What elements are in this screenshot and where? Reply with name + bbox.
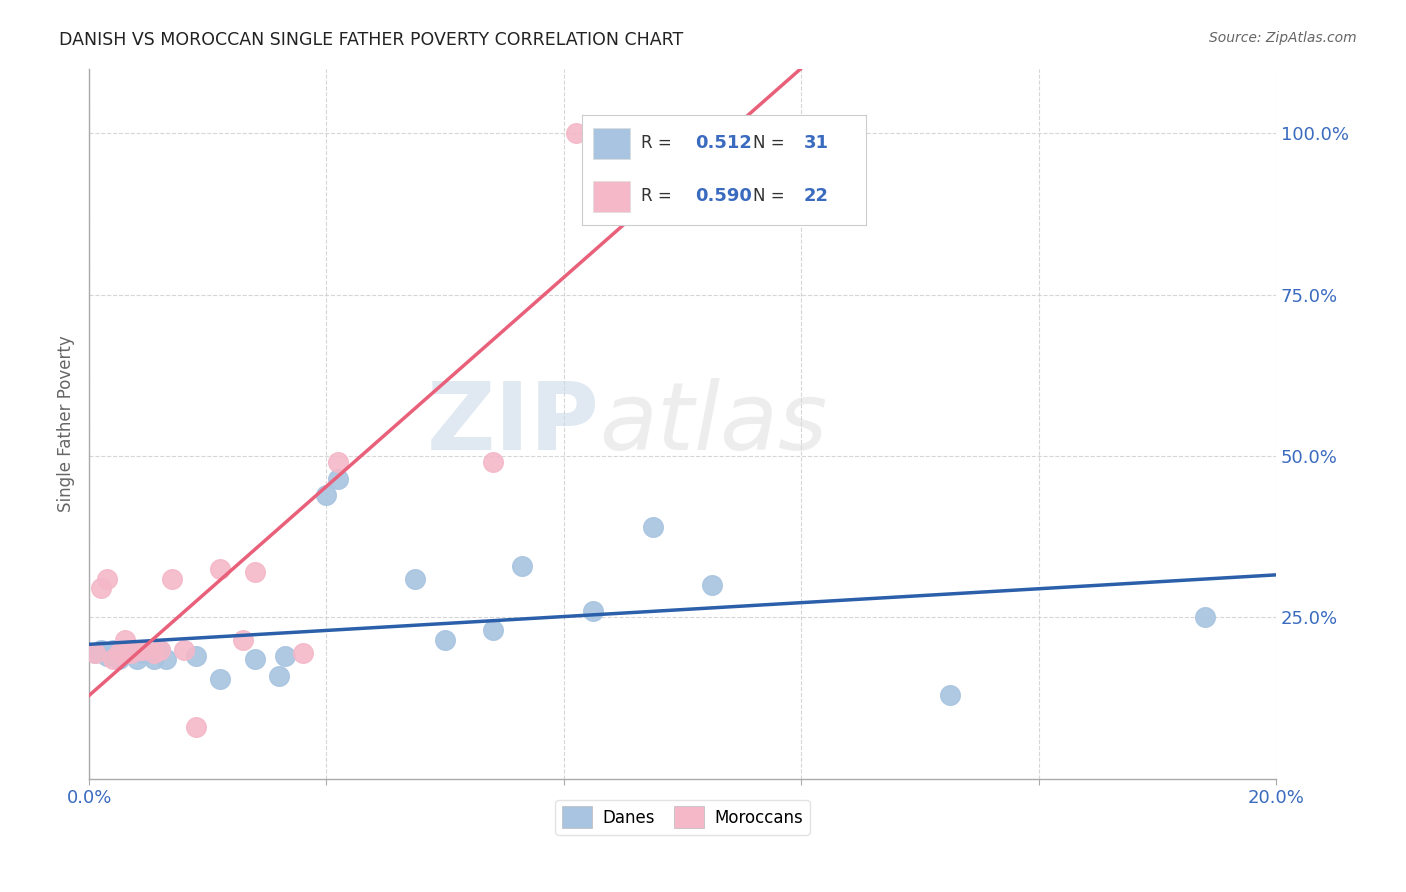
Point bbox=[184, 720, 207, 734]
Point bbox=[245, 566, 267, 580]
Point bbox=[641, 520, 664, 534]
Point bbox=[107, 646, 129, 660]
Point bbox=[90, 582, 112, 596]
Point bbox=[125, 642, 148, 657]
Point bbox=[291, 646, 314, 660]
Point bbox=[328, 472, 350, 486]
Point bbox=[232, 633, 254, 648]
Point bbox=[267, 668, 290, 682]
Point bbox=[315, 488, 337, 502]
Text: Source: ZipAtlas.com: Source: ZipAtlas.com bbox=[1209, 31, 1357, 45]
Legend: Danes, Moroccans: Danes, Moroccans bbox=[555, 800, 810, 835]
Point bbox=[702, 578, 724, 592]
Point bbox=[101, 642, 124, 657]
Point bbox=[245, 652, 267, 666]
Point bbox=[143, 652, 166, 666]
Point bbox=[143, 646, 166, 660]
Point bbox=[404, 572, 426, 586]
Text: ZIP: ZIP bbox=[426, 377, 599, 470]
Y-axis label: Single Father Poverty: Single Father Poverty bbox=[58, 335, 75, 512]
Point bbox=[208, 672, 231, 686]
Point bbox=[149, 642, 172, 657]
Point bbox=[641, 126, 664, 140]
Point bbox=[131, 642, 153, 657]
Point bbox=[149, 642, 172, 657]
Text: atlas: atlas bbox=[599, 378, 828, 469]
Point bbox=[1194, 610, 1216, 624]
Point bbox=[938, 688, 960, 702]
Point bbox=[101, 652, 124, 666]
Point bbox=[510, 558, 533, 573]
Point bbox=[328, 455, 350, 469]
Point bbox=[114, 633, 136, 648]
Point bbox=[160, 572, 183, 586]
Point bbox=[274, 649, 297, 664]
Point bbox=[582, 604, 605, 618]
Point bbox=[184, 649, 207, 664]
Point bbox=[84, 646, 107, 660]
Text: DANISH VS MOROCCAN SINGLE FATHER POVERTY CORRELATION CHART: DANISH VS MOROCCAN SINGLE FATHER POVERTY… bbox=[59, 31, 683, 49]
Point bbox=[96, 649, 118, 664]
Point bbox=[131, 646, 153, 660]
Point bbox=[564, 126, 586, 140]
Point bbox=[101, 646, 124, 660]
Point bbox=[173, 642, 195, 657]
Point bbox=[155, 652, 177, 666]
Point bbox=[96, 572, 118, 586]
Point bbox=[125, 652, 148, 666]
Point bbox=[107, 652, 129, 666]
Point bbox=[481, 455, 503, 469]
Point bbox=[107, 646, 129, 660]
Point bbox=[84, 646, 107, 660]
Point bbox=[481, 624, 503, 638]
Point bbox=[90, 642, 112, 657]
Point bbox=[120, 646, 142, 660]
Point bbox=[138, 646, 160, 660]
Point bbox=[120, 642, 142, 657]
Point bbox=[434, 633, 457, 648]
Point bbox=[208, 562, 231, 576]
Point bbox=[114, 646, 136, 660]
